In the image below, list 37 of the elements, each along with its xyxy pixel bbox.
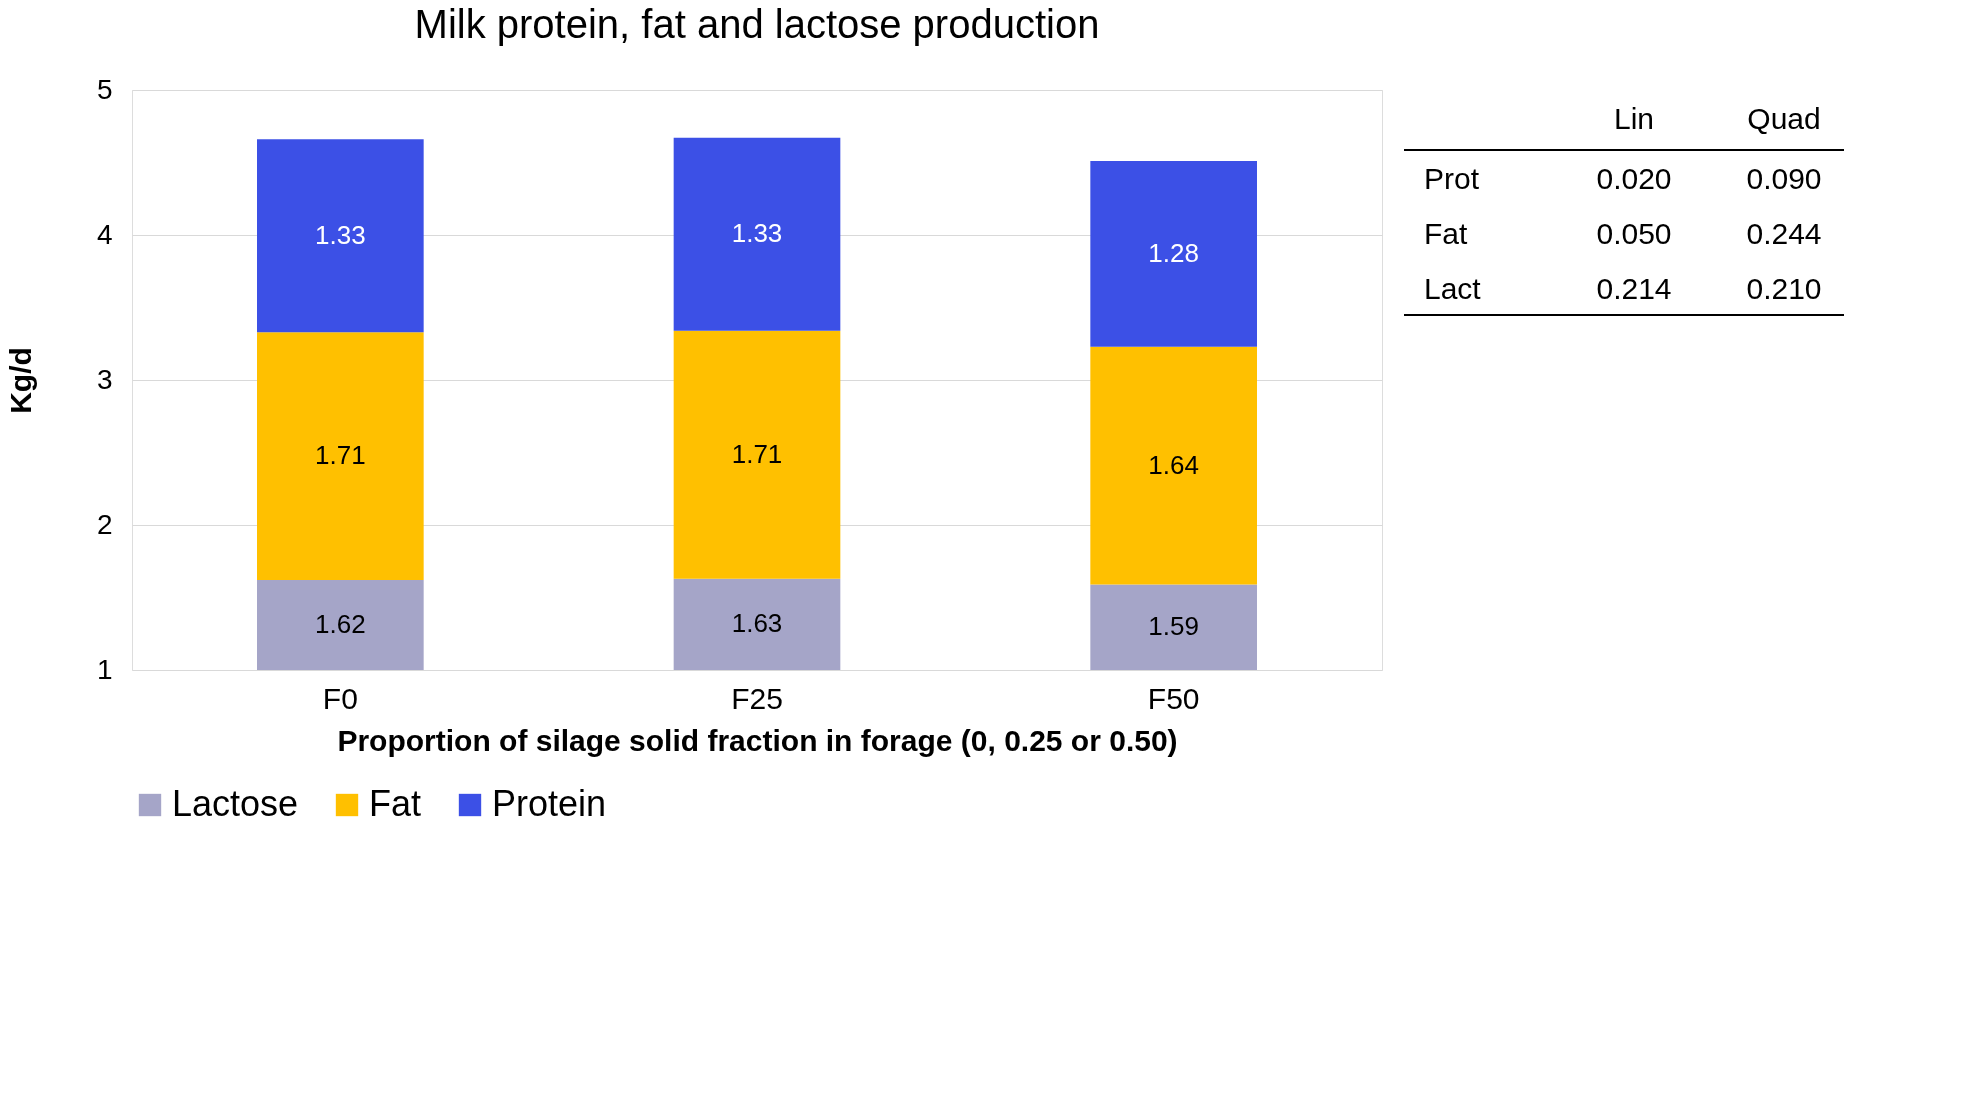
text: 0.090 [1746, 162, 1822, 195]
data-label: 1.62 [315, 609, 366, 640]
y-tick-label: 2 [96, 508, 113, 540]
data-label: 1.33 [731, 218, 783, 249]
legend-label: Lactose [172, 783, 299, 824]
x-tick-label: F0 [322, 681, 358, 715]
text: 0.050 [1596, 217, 1672, 250]
data-label: 1.33 [315, 219, 366, 250]
text: Fat [1424, 217, 1469, 250]
text: Prot [1424, 162, 1480, 195]
y-tick-label: 3 [96, 363, 113, 395]
data-label: 1.28 [1148, 237, 1199, 268]
text: 0.020 [1596, 162, 1672, 195]
y-tick-label: 5 [96, 73, 113, 105]
data-label: 1.63 [731, 608, 783, 639]
bar [257, 139, 424, 333]
bar [1090, 161, 1257, 347]
text: 0.210 [1746, 272, 1822, 305]
x-tick-label: F50 [1147, 681, 1200, 715]
text: 0.214 [1596, 272, 1672, 305]
legend-label: Fat [369, 783, 422, 824]
legend-label: Protein [492, 783, 607, 824]
chart-title: Milk protein, fat and lactose production [414, 2, 1100, 46]
y-tick-label: 4 [96, 218, 113, 250]
data-label: 1.71 [731, 438, 783, 469]
x-axis-title: Proportion of silage solid fraction in forage (0, 0.25 or 0.50) [337, 723, 1178, 757]
text: Lact [1424, 272, 1482, 305]
x-tick-label: F25 [731, 681, 783, 715]
data-label: 1.59 [1148, 611, 1199, 642]
data-label: 1.71 [315, 440, 366, 471]
y-tick-label: 1 [96, 653, 113, 685]
data-label: 1.64 [1148, 449, 1199, 480]
text: Lin [1613, 102, 1655, 135]
text: Quad [1747, 102, 1821, 135]
bar [673, 137, 841, 331]
text: 0.244 [1746, 217, 1822, 250]
y-axis-title: Kg/d [3, 347, 37, 414]
